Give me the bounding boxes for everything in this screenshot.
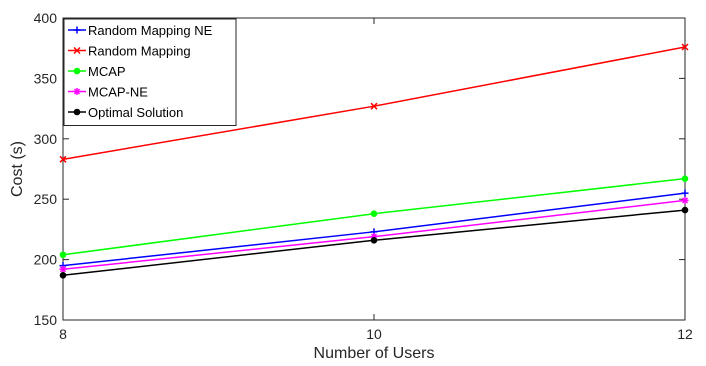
legend-label: Random Mapping [88,44,191,59]
y-tick-label: 400 [34,10,58,26]
legend-label: MCAP [88,64,126,79]
series-optimal-solution [59,206,689,279]
data-point [73,46,81,55]
series-layer [59,43,689,279]
data-point [681,189,689,197]
y-tick-label: 150 [34,312,58,328]
data-point [370,102,378,110]
legend-item: MCAP [68,64,126,79]
legend: Random Mapping NE Random Mapping MCAP MCAP-… [63,18,237,126]
data-point [59,272,67,279]
data-point [59,265,67,273]
data-point [681,175,689,182]
axis-ticks: 150 200 250 300 350 400 8 10 12 [34,10,693,342]
y-tick-label: 300 [34,131,58,147]
series-mcap [59,175,689,259]
data-point [370,236,378,244]
y-tick-label: 250 [34,191,58,207]
data-point [73,88,81,95]
legend-item: MCAP-NE [68,85,148,100]
x-tick-label: 10 [366,326,382,342]
data-point [59,155,67,163]
data-point [73,108,81,116]
data-point [59,251,67,259]
legend-item: Random Mapping NE [68,23,213,38]
data-point [73,26,81,34]
legend-item: Random Mapping [68,44,191,59]
legend-label: MCAP-NE [88,85,148,100]
x-tick-label: 12 [677,326,693,342]
data-point [73,67,81,75]
data-point [370,210,378,217]
legend-box [63,18,237,126]
legend-item: Optimal Solution [68,105,183,120]
legend-label: Random Mapping NE [88,23,213,38]
x-axis-label: Number of Users [314,345,435,362]
y-tick-label: 200 [34,252,58,268]
x-tick-label: 8 [59,326,67,342]
y-axis-label: Cost (s) [9,141,26,197]
y-tick-label: 350 [34,70,58,86]
data-point [681,43,689,51]
data-point [681,206,689,214]
data-point [681,196,689,204]
legend-label: Optimal Solution [88,105,183,120]
series-random-mapping [59,43,689,163]
